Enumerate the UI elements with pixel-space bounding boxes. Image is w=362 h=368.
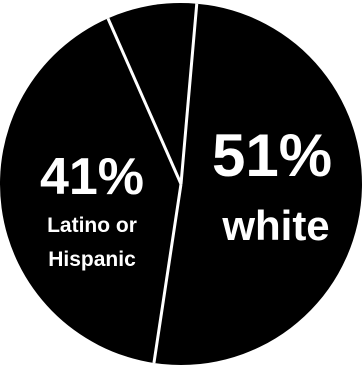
pie-slices [0, 3, 362, 365]
slice-latino-label-line2: Hispanic [48, 248, 136, 271]
slice-latino-percent: 41% [40, 148, 144, 206]
slice-divider-2 [152, 183, 183, 364]
pie-slice-2 [0, 18, 181, 363]
slice-white-label: white [221, 202, 329, 249]
slice-latino-label-line1: Latino or [47, 214, 137, 237]
slice-divider-3 [106, 17, 183, 185]
pie-slice-3 [107, 3, 197, 185]
slice-white-percent: 51% [212, 122, 332, 189]
slice-divider-1 [179, 3, 199, 185]
pie-slice-1 [153, 3, 362, 365]
